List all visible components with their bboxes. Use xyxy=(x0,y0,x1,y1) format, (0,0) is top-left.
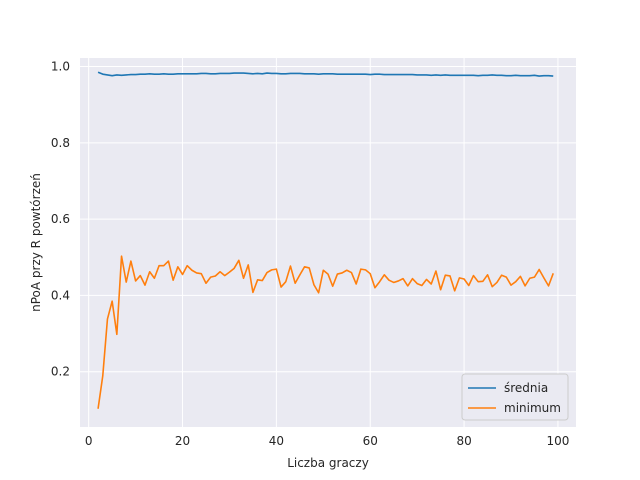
x-tick-label: 40 xyxy=(269,434,284,448)
x-tick-label: 100 xyxy=(546,434,569,448)
series-line-2 xyxy=(97,255,554,409)
legend-entry-label: minimum xyxy=(504,401,561,415)
x-axis-label: Liczba graczy xyxy=(287,456,369,470)
grid-lines xyxy=(80,58,576,427)
y-tick-label: 0.2 xyxy=(51,365,70,379)
x-tick-label: 80 xyxy=(456,434,471,448)
series-line-1 xyxy=(97,71,554,77)
y-axis-label: nPoA przy R powtórzeń xyxy=(29,173,43,312)
legend-entry-label: średnia xyxy=(504,381,548,395)
x-tick-label: 60 xyxy=(363,434,378,448)
y-tick-label: 0.8 xyxy=(51,136,70,150)
y-tick-label: 1.0 xyxy=(51,60,70,74)
plot-area xyxy=(80,58,576,427)
y-tick-labels: 0.2 0.4 0.6 0.8 1.0 xyxy=(51,60,70,379)
y-tick-label: 0.6 xyxy=(51,212,70,226)
legend: średnia minimum xyxy=(461,373,569,421)
series-layer xyxy=(97,71,554,409)
x-tick-label: 0 xyxy=(85,434,93,448)
y-tick-label: 0.4 xyxy=(51,288,70,302)
x-tick-labels: 0 20 40 60 80 100 xyxy=(85,434,570,448)
x-tick-label: 20 xyxy=(175,434,190,448)
